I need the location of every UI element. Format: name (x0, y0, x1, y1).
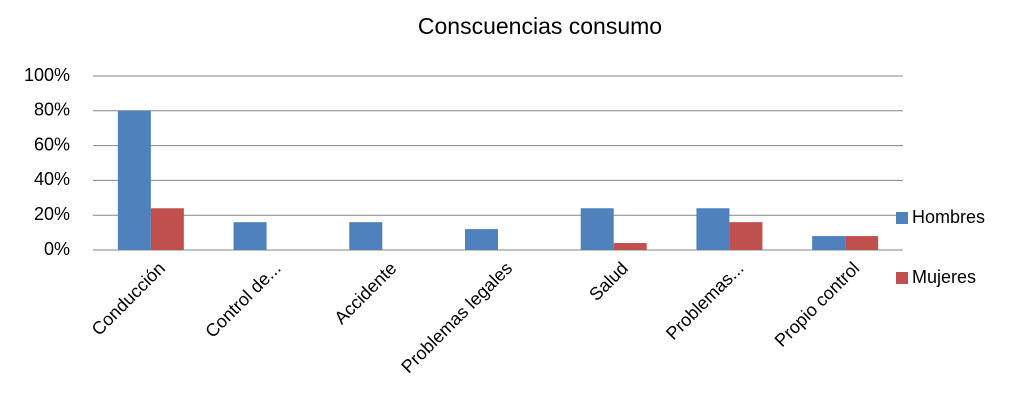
bar (696, 208, 730, 250)
legend-label: Mujeres (912, 267, 976, 287)
x-tick-label: Conducción (88, 258, 169, 339)
bar (465, 229, 498, 250)
bar (150, 208, 184, 250)
x-tick-label: Salud (585, 258, 632, 305)
bar (117, 110, 151, 250)
bar (349, 222, 383, 250)
legend-label: Hombres (912, 207, 985, 227)
x-tick-label: Problemas... (662, 258, 748, 344)
y-tick-label: 80% (34, 100, 70, 120)
x-tick-label: Control de... (201, 258, 284, 341)
y-tick-label: 60% (34, 134, 70, 154)
x-tick-label: Propio control (771, 258, 864, 351)
y-tick-label: 100% (24, 65, 70, 85)
bar (233, 222, 267, 250)
chart-title: Conscuencias consumo (418, 13, 662, 39)
legend-swatch (896, 212, 908, 224)
bar (845, 236, 879, 250)
bar (812, 236, 846, 250)
bar (729, 222, 763, 250)
bar (580, 208, 614, 250)
y-tick-label: 20% (34, 204, 70, 224)
bar (613, 243, 647, 250)
x-tick-label: Accidente (330, 258, 400, 328)
y-tick-label: 0% (44, 239, 70, 259)
y-tick-label: 40% (34, 169, 70, 189)
legend-swatch (896, 272, 908, 284)
x-tick-label: Problemas legales (397, 258, 516, 377)
